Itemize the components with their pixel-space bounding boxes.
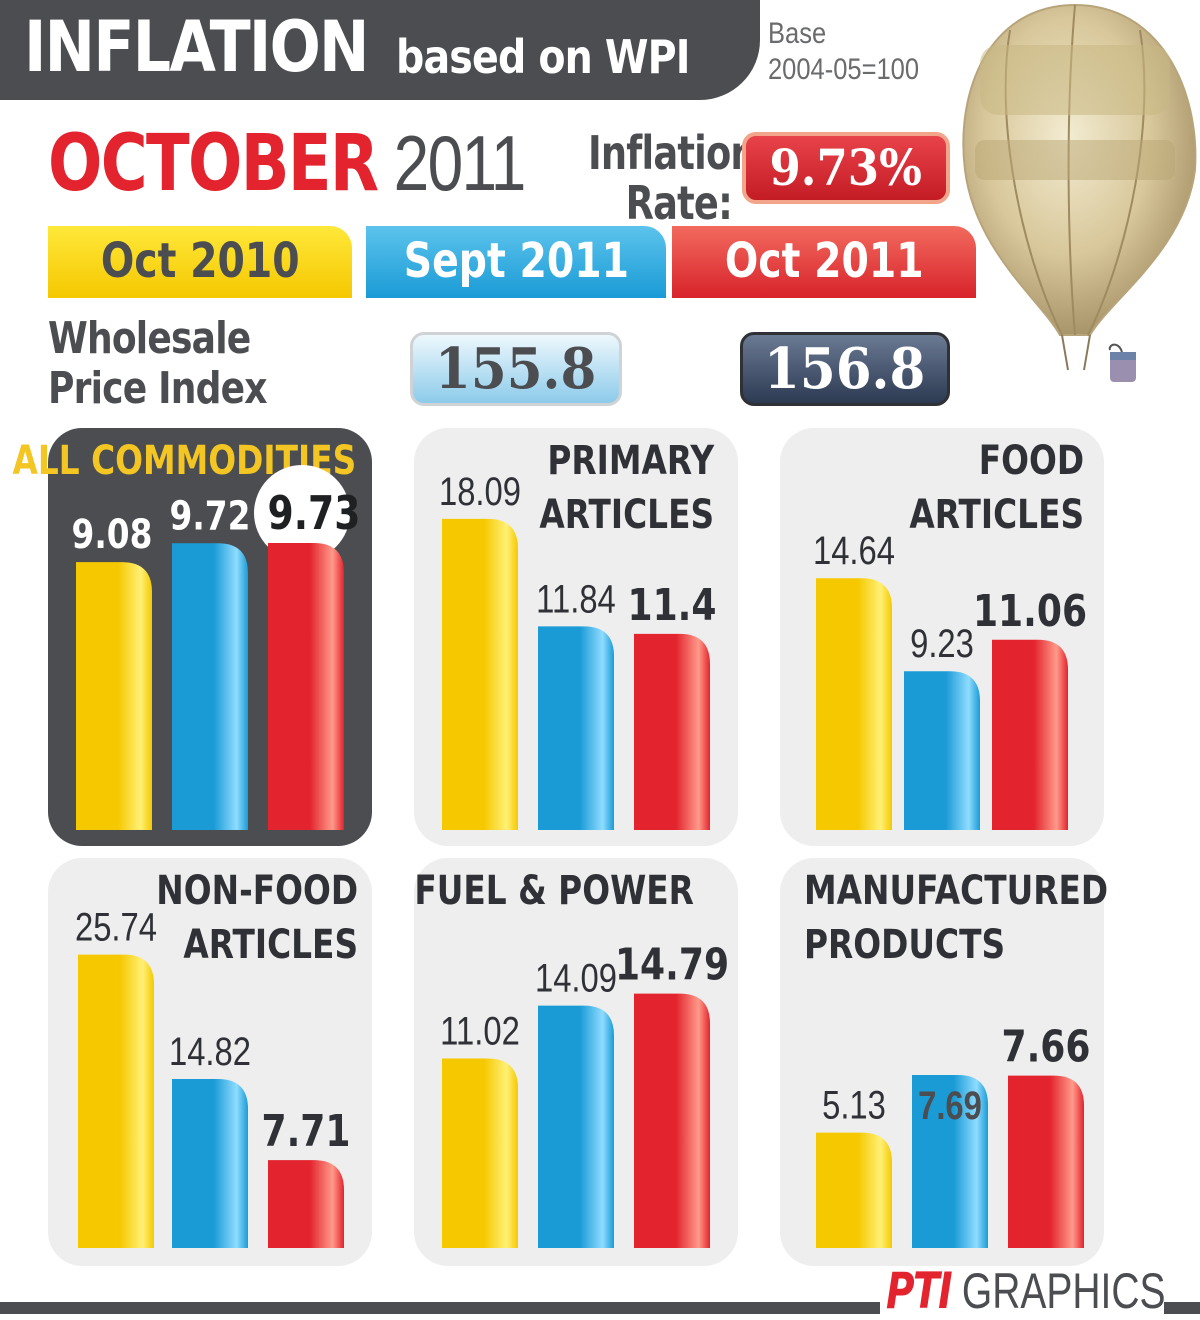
bar-sept-2011 bbox=[538, 1005, 614, 1248]
data-label-sept-2011: 14.09 bbox=[535, 956, 617, 1001]
footer-rule bbox=[0, 1302, 880, 1314]
wpi-sept-2011-value: 155.8 bbox=[435, 336, 597, 402]
inflation-rate-value: 9.73% bbox=[769, 138, 923, 197]
credit-text: GRAPHICS bbox=[961, 1263, 1166, 1319]
data-label-oct-2011: 7.71 bbox=[262, 1107, 351, 1157]
wpi-label-line-2: Price Index bbox=[48, 363, 268, 414]
panel-title-line-2: PRODUCTS bbox=[804, 922, 1006, 968]
report-month: OCTOBER 2011 bbox=[48, 118, 527, 209]
data-label-oct-2010: 14.64 bbox=[813, 528, 895, 573]
panel-title-line-2: ARTICLES bbox=[539, 492, 714, 538]
bar-oct-2010 bbox=[78, 954, 154, 1248]
data-label-oct-2011: 11.4 bbox=[628, 581, 717, 631]
legend-sept-2011-label: Sept 2011 bbox=[403, 233, 629, 289]
bar-oct-2011 bbox=[634, 633, 710, 830]
title-sub: based on WPI bbox=[396, 30, 690, 84]
legend-sept-2011: Sept 2011 bbox=[366, 226, 666, 298]
bar-sept-2011 bbox=[912, 1074, 988, 1248]
bar-oct-2010 bbox=[442, 518, 518, 830]
bar-oct-2010 bbox=[76, 562, 152, 830]
panel-title: FUEL & POWER bbox=[353, 864, 694, 918]
bar-sept-2011 bbox=[172, 543, 248, 830]
wpi-label: Wholesale Price Index bbox=[48, 314, 315, 414]
bar-oct-2011 bbox=[992, 639, 1068, 830]
month-year: 2011 bbox=[393, 119, 527, 207]
credit-brand: PTI bbox=[886, 1262, 953, 1320]
data-label-oct-2011: 11.06 bbox=[973, 586, 1087, 636]
bar-oct-2011 bbox=[1008, 1075, 1084, 1248]
data-label-oct-2010: 5.13 bbox=[822, 1082, 886, 1127]
balloon-illustration bbox=[962, 3, 1197, 382]
data-label-sept-2011: 14.82 bbox=[169, 1029, 251, 1074]
bar-sept-2011 bbox=[904, 671, 980, 830]
panel-title: MANUFACTURED PRODUCTS bbox=[804, 864, 1175, 972]
panel-food-articles: FOOD ARTICLES 14.64 9.23 11.06 bbox=[780, 428, 1104, 846]
month-name: OCTOBER bbox=[48, 119, 379, 209]
panel-primary-articles: PRIMARY ARTICLES 18.09 11.84 11.4 bbox=[414, 428, 738, 846]
panel-manufactured-products: MANUFACTURED PRODUCTS 5.13 7.69 7.66 bbox=[780, 858, 1108, 1266]
bar-sept-2011 bbox=[172, 1079, 248, 1248]
wpi-label-line-1: Wholesale bbox=[48, 313, 251, 364]
wpi-oct-2011-badge: 156.8 bbox=[740, 332, 950, 406]
data-label-oct-2010: 25.74 bbox=[75, 904, 157, 949]
base-line-1: Base bbox=[768, 17, 827, 50]
panel-title: FOOD ARTICLES bbox=[871, 434, 1084, 542]
panel-title-line-1: NON-FOOD bbox=[156, 868, 358, 914]
bar-oct-2010 bbox=[442, 1058, 518, 1248]
wpi-oct-2011-value: 156.8 bbox=[764, 336, 926, 402]
chart-primary-articles: 18.09 11.84 11.4 bbox=[439, 469, 717, 830]
panel-title-line-2: ARTICLES bbox=[183, 922, 358, 968]
title-bar: INFLATION based on WPI bbox=[0, 0, 760, 100]
data-label-oct-2011: 9.73 bbox=[267, 486, 360, 540]
base-line-2: 2004-05=100 bbox=[768, 53, 920, 86]
data-label-sept-2011: 9.23 bbox=[910, 621, 974, 666]
bar-oct-2011 bbox=[634, 993, 710, 1248]
wpi-sept-2011-badge: 155.8 bbox=[410, 332, 622, 406]
title-main: INFLATION bbox=[24, 6, 369, 88]
legend-oct-2010-label: Oct 2010 bbox=[100, 233, 300, 289]
panel-title-line-1: FUEL & POWER bbox=[414, 868, 694, 914]
data-label-oct-2010: 11.02 bbox=[440, 1008, 520, 1053]
chart-manufactured-products: 5.13 7.69 7.66 bbox=[816, 1022, 1091, 1248]
credit: PTI GRAPHICS bbox=[886, 1262, 1166, 1320]
panel-title-line-1: MANUFACTURED bbox=[804, 868, 1109, 914]
bar-sept-2011 bbox=[538, 626, 614, 830]
chart-all-commodities: 9.08 9.72 9.73 bbox=[72, 464, 361, 830]
legend-oct-2011-label: Oct 2011 bbox=[724, 233, 924, 289]
data-label-sept-2011: 7.69 bbox=[918, 1083, 982, 1128]
base-year-note: Base 2004-05=100 bbox=[768, 16, 919, 88]
panel-fuel-power: FUEL & POWER 11.02 14.09 14.79 bbox=[414, 858, 738, 1266]
panel-non-food-articles: NON-FOOD ARTICLES 25.74 14.82 7.71 bbox=[48, 858, 372, 1266]
data-label-sept-2011: 9.72 bbox=[170, 492, 251, 539]
bar-oct-2011 bbox=[268, 1160, 344, 1248]
inflation-rate-badge: 9.73% bbox=[742, 132, 950, 204]
panel-title-line-2: ARTICLES bbox=[909, 492, 1084, 538]
footer-rule-end bbox=[1164, 1302, 1200, 1314]
data-label-sept-2011: 11.84 bbox=[536, 576, 616, 621]
panel-all-commodities: ALL COMMODITIES 9.08 9.72 9.73 bbox=[12, 428, 372, 846]
panel-title-line-1: FOOD bbox=[978, 438, 1084, 484]
data-label-oct-2011: 14.79 bbox=[615, 940, 729, 990]
data-label-oct-2010: 9.08 bbox=[72, 511, 153, 558]
bar-oct-2011 bbox=[268, 542, 344, 830]
legend-oct-2011: Oct 2011 bbox=[672, 226, 976, 298]
data-label-oct-2011: 7.66 bbox=[1002, 1022, 1091, 1072]
legend-oct-2010: Oct 2010 bbox=[48, 226, 352, 298]
panel-title: NON-FOOD ARTICLES bbox=[112, 864, 358, 972]
bar-oct-2010 bbox=[816, 1132, 892, 1248]
inflation-rate-label: Inflation Rate: bbox=[552, 126, 757, 230]
panel-title: PRIMARY ARTICLES bbox=[501, 434, 714, 542]
panel-title-line-1: PRIMARY bbox=[547, 438, 714, 484]
inflation-rate-label-line-1: Inflation bbox=[588, 126, 757, 180]
inflation-rate-label-line-2: Rate: bbox=[625, 176, 733, 230]
chart-non-food-articles: 25.74 14.827.71 bbox=[75, 904, 351, 1248]
highlight-circle bbox=[254, 464, 350, 561]
data-label-oct-2010: 18.09 bbox=[439, 469, 521, 514]
bar-oct-2010 bbox=[816, 578, 892, 830]
